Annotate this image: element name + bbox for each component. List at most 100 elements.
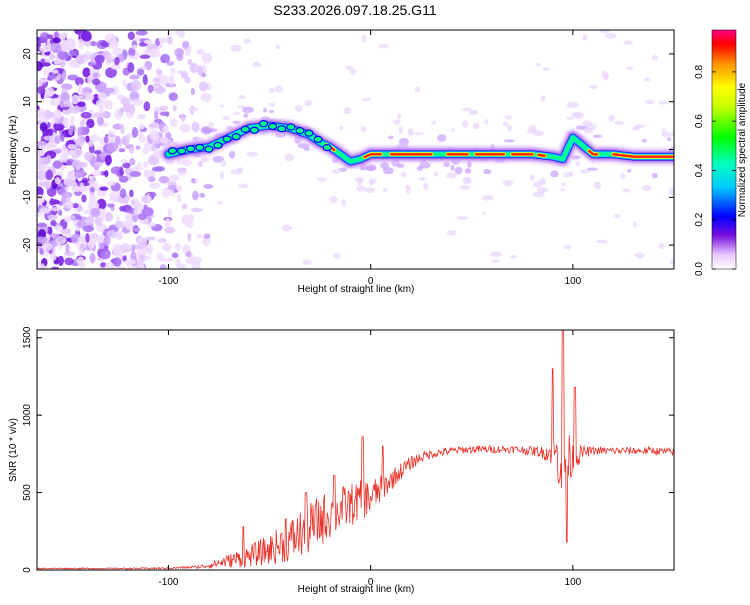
noise-blob [182, 40, 190, 49]
noise-blob [535, 63, 541, 67]
noise-blob [119, 166, 124, 177]
noise-blob [88, 238, 96, 249]
noise-blob [47, 73, 57, 80]
noise-blob [147, 155, 160, 166]
noise-blob [114, 135, 121, 146]
noise-blob [86, 215, 95, 226]
noise-blob [268, 87, 275, 94]
snr-frame [36, 329, 675, 571]
noise-blob [62, 117, 70, 128]
noise-blob [162, 125, 169, 134]
noise-blob [105, 67, 117, 78]
noise-blob [106, 142, 118, 153]
noise-blob [228, 150, 236, 159]
noise-blob [200, 157, 211, 163]
noise-blob [49, 98, 62, 107]
noise-blob [82, 67, 91, 78]
noise-blob [88, 175, 96, 180]
noise-blob [41, 242, 53, 252]
ridge-knot [195, 143, 205, 152]
noise-blob [37, 109, 41, 119]
noise-blob [614, 120, 625, 126]
noise-blob [242, 106, 254, 114]
noise-blob [483, 168, 492, 175]
noise-blob [68, 127, 74, 136]
noise-blob [89, 156, 96, 167]
noise-blob [658, 101, 670, 105]
noise-blob [67, 74, 79, 81]
noise-blob [571, 112, 582, 118]
ridge-core-segment [537, 153, 546, 157]
spectrogram-y-tick-label: 10 [22, 96, 33, 108]
noise-blob [219, 104, 224, 108]
snr-y-tick-label: 1500 [22, 326, 33, 349]
noise-blob [456, 216, 469, 221]
noise-blob [146, 222, 157, 227]
noise-blob [74, 77, 84, 86]
snr-y-tick-label: 500 [22, 484, 33, 501]
noise-blob [560, 188, 565, 192]
noise-blob [76, 95, 83, 101]
noise-blob [58, 209, 63, 216]
ridge-knot [240, 125, 250, 133]
noise-blob [446, 230, 457, 236]
noise-blob [163, 137, 169, 144]
noise-blob [462, 119, 469, 128]
noise-blob [537, 187, 546, 195]
noise-blob [333, 252, 341, 260]
noise-blob [627, 168, 632, 173]
noise-blob [37, 222, 48, 228]
noise-blob [61, 70, 67, 81]
noise-blob [380, 162, 389, 169]
noise-blob [651, 172, 658, 179]
noise-blob [575, 160, 581, 167]
noise-blob [82, 225, 95, 233]
noise-blob [174, 47, 184, 57]
noise-blob [192, 190, 199, 201]
noise-blob [88, 193, 97, 205]
noise-blob [583, 127, 594, 134]
noise-blob [219, 171, 225, 180]
noise-blob [125, 225, 133, 230]
noise-blob [54, 135, 61, 144]
noise-blob [40, 32, 50, 40]
noise-blob [528, 125, 537, 132]
noise-blob [412, 131, 424, 136]
ridge-knot [304, 129, 314, 137]
noise-blob [586, 167, 599, 171]
noise-blob [118, 175, 129, 183]
noise-blob [142, 74, 148, 86]
snr-background [37, 330, 674, 570]
noise-blob [168, 74, 175, 86]
noise-blob [237, 183, 249, 189]
noise-blob [604, 32, 617, 39]
noise-blob [490, 259, 500, 263]
noise-blob [502, 121, 509, 127]
noise-blob [172, 105, 177, 112]
noise-blob [51, 69, 59, 75]
noise-blob [533, 130, 544, 136]
noise-blob [127, 31, 135, 41]
noise-blob [151, 166, 163, 172]
noise-blob [110, 63, 121, 70]
noise-blob [90, 41, 97, 47]
noise-blob [167, 30, 172, 37]
noise-blob [71, 186, 83, 193]
noise-blob [49, 251, 57, 261]
spectrogram-x-label: Height of straight line (km) [298, 284, 415, 295]
noise-blob [154, 110, 159, 121]
noise-blob [238, 95, 246, 100]
noise-blob [297, 143, 310, 149]
noise-blob [561, 182, 567, 187]
noise-blob [43, 135, 54, 141]
noise-blob [59, 133, 65, 142]
noise-blob [634, 252, 646, 259]
noise-blob [566, 101, 579, 109]
noise-blob [274, 85, 284, 93]
noise-blob [462, 107, 472, 112]
ridge-knot [167, 147, 178, 155]
noise-blob [120, 158, 128, 164]
noise-blob [129, 158, 136, 166]
noise-blob [316, 177, 328, 182]
noise-blob [185, 219, 194, 229]
